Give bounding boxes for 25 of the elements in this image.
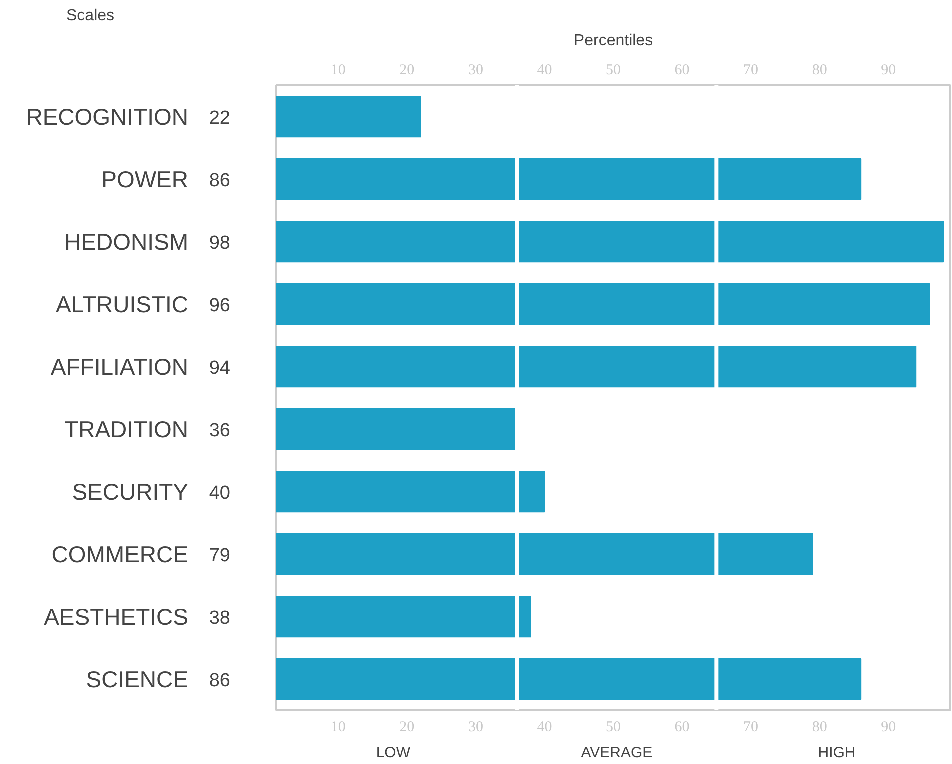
y-axis-title: Scales [66, 8, 115, 24]
y-tick-label: SCIENCE [86, 666, 189, 692]
y-tick-label: COMMERCE [52, 541, 189, 568]
y-tick-label: HEDONISM [64, 228, 188, 255]
data-label: 79 [209, 545, 231, 566]
data-label: 38 [209, 608, 231, 629]
text: LOW [376, 744, 412, 762]
data-label: 40 [209, 482, 231, 504]
data-label: 36 [209, 420, 231, 442]
data-label: 96 [209, 295, 231, 316]
y-tick-label: POWER [102, 166, 188, 192]
data-label: 98 [209, 232, 231, 254]
text: HIGH [818, 744, 856, 762]
y-tick-label: ALTRUISTIC [56, 291, 189, 318]
x-axis-title: Percentiles [574, 32, 654, 50]
data-label: 22 [209, 108, 231, 129]
y-tick-label: SECURITY [72, 478, 189, 505]
data-label: 86 [209, 670, 231, 692]
y-tick-label: RECOGNITION [26, 104, 188, 130]
text: AVERAGE [581, 744, 653, 762]
y-tick-label: AESTHETICS [44, 604, 189, 630]
y-tick-label: AFFILIATION [50, 354, 189, 380]
data-label: 86 [209, 170, 231, 192]
y-tick-label: TRADITION [64, 416, 189, 442]
data-label: 94 [209, 358, 231, 379]
